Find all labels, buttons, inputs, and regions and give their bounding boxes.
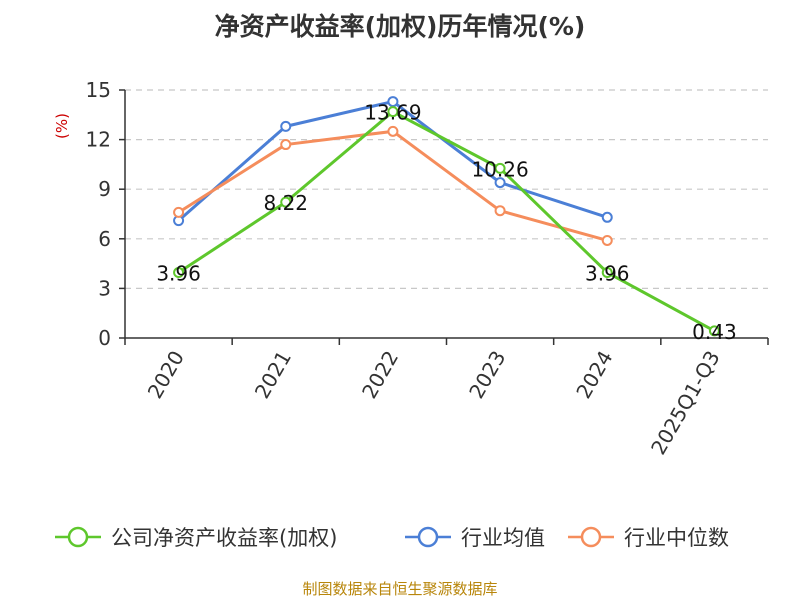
y-tick-label: 15 [86,78,111,102]
data-point [173,267,185,279]
series-line [177,110,716,333]
legend: 公司净资产收益率(加权) 行业均值 行业中位数 [55,526,729,550]
data-label: 3.96 [156,262,201,286]
data-point [387,106,399,118]
x-tick-label: 2025Q1-Q3 [646,347,725,459]
data-point [494,177,506,189]
grid-lines [125,89,768,289]
x-tick-label: 2022 [357,347,403,403]
data-label: 0.43 [692,320,737,344]
data-point [387,125,399,137]
x-tick-label: 2024 [571,347,617,403]
series-1 [173,96,613,227]
data-label: 3.96 [585,262,630,286]
x-tick-label: 2020 [143,347,189,403]
legend-label: 行业中位数 [624,526,729,550]
legend-label: 行业均值 [461,526,545,550]
data-point [494,205,506,217]
data-point [387,96,399,108]
data-point [280,120,292,132]
data-label: 10.26 [471,157,528,181]
series-layer [173,96,720,337]
legend-item-1[interactable]: 行业均值 [405,526,545,550]
y-tick-label: 9 [98,177,111,201]
legend-item-2[interactable]: 行业中位数 [568,526,729,550]
x-tick-label: 2023 [464,347,510,403]
data-source-note: 制图数据来自恒生聚源数据库 [302,580,497,598]
legend-marker [417,526,439,548]
y-tick-label: 12 [86,128,111,152]
data-label: 13.69 [364,101,421,125]
data-point [280,139,292,151]
legend-marker [580,526,602,548]
chart-title: 净资产收益率(加权)历年情况(%) [215,12,586,41]
data-point [601,234,613,246]
legend-item-0[interactable]: 公司净资产收益率(加权) [55,526,337,550]
data-labels: 3.96 8.22 13.69 10.26 3.96 0.43 [156,101,736,344]
y-tick-label: 0 [98,326,111,350]
series-line [177,129,608,242]
legend-marker [67,526,89,548]
data-point [601,267,613,279]
legend-label: 公司净资产收益率(加权) [111,526,337,550]
x-tick-label: 2021 [250,347,296,403]
data-point [280,196,292,208]
data-point [708,325,720,337]
data-point [494,162,506,174]
data-label: 8.22 [263,191,308,215]
series-0 [173,106,720,337]
y-tick-label: 6 [98,227,111,251]
data-point [601,211,613,223]
series-2 [173,125,613,246]
y-tick-label: 3 [98,276,111,300]
data-point [173,206,185,218]
y-axis-label: (%) [53,113,71,139]
